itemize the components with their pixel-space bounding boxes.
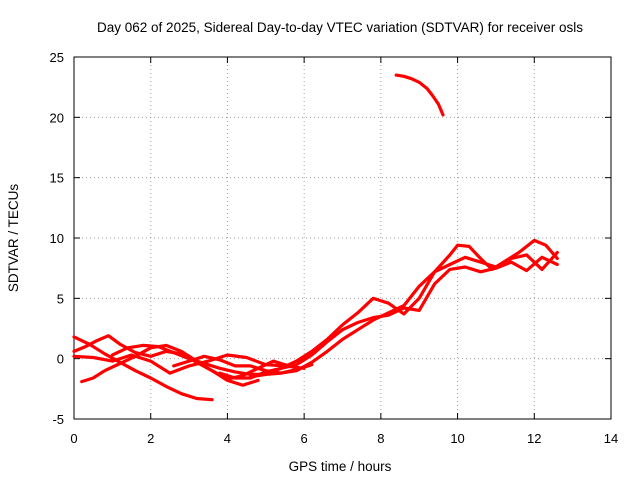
series-arc-8: [248, 255, 559, 379]
x-tick-label: 8: [377, 431, 384, 446]
series-arc-6: [172, 250, 559, 375]
x-axis-label: GPS time / hours: [289, 459, 392, 474]
y-tick-label: 20: [50, 110, 64, 125]
gridlines: [74, 57, 611, 419]
x-tick-label: 6: [301, 431, 308, 446]
y-axis-label: SDTVAR / TECUs: [6, 184, 21, 293]
x-tick-label: 4: [224, 431, 231, 446]
y-tick-label: 0: [57, 352, 64, 367]
y-tick-label: 25: [50, 50, 64, 65]
y-tick-label: 10: [50, 231, 64, 246]
series-arc-1: [72, 335, 214, 402]
y-tick-label: -5: [52, 412, 64, 427]
data-series: [72, 73, 559, 402]
x-tick-label: 0: [70, 431, 77, 446]
series-arc-9: [394, 73, 445, 117]
y-tick-label: 5: [57, 291, 64, 306]
series-arc-3: [80, 343, 291, 384]
axis-ticks: 0 2 4 6 8 10 12 14 -5 0 5 10 15 20 25: [50, 50, 619, 446]
series-arc-7: [218, 238, 559, 380]
series-arc-4: [72, 353, 306, 375]
x-tick-label: 2: [147, 431, 154, 446]
y-tick-label: 15: [50, 171, 64, 186]
x-tick-label: 10: [450, 431, 464, 446]
x-tick-label: 14: [604, 431, 618, 446]
x-tick-label: 12: [527, 431, 541, 446]
chart-title: Day 062 of 2025, Sidereal Day-to-day VTE…: [97, 20, 583, 35]
